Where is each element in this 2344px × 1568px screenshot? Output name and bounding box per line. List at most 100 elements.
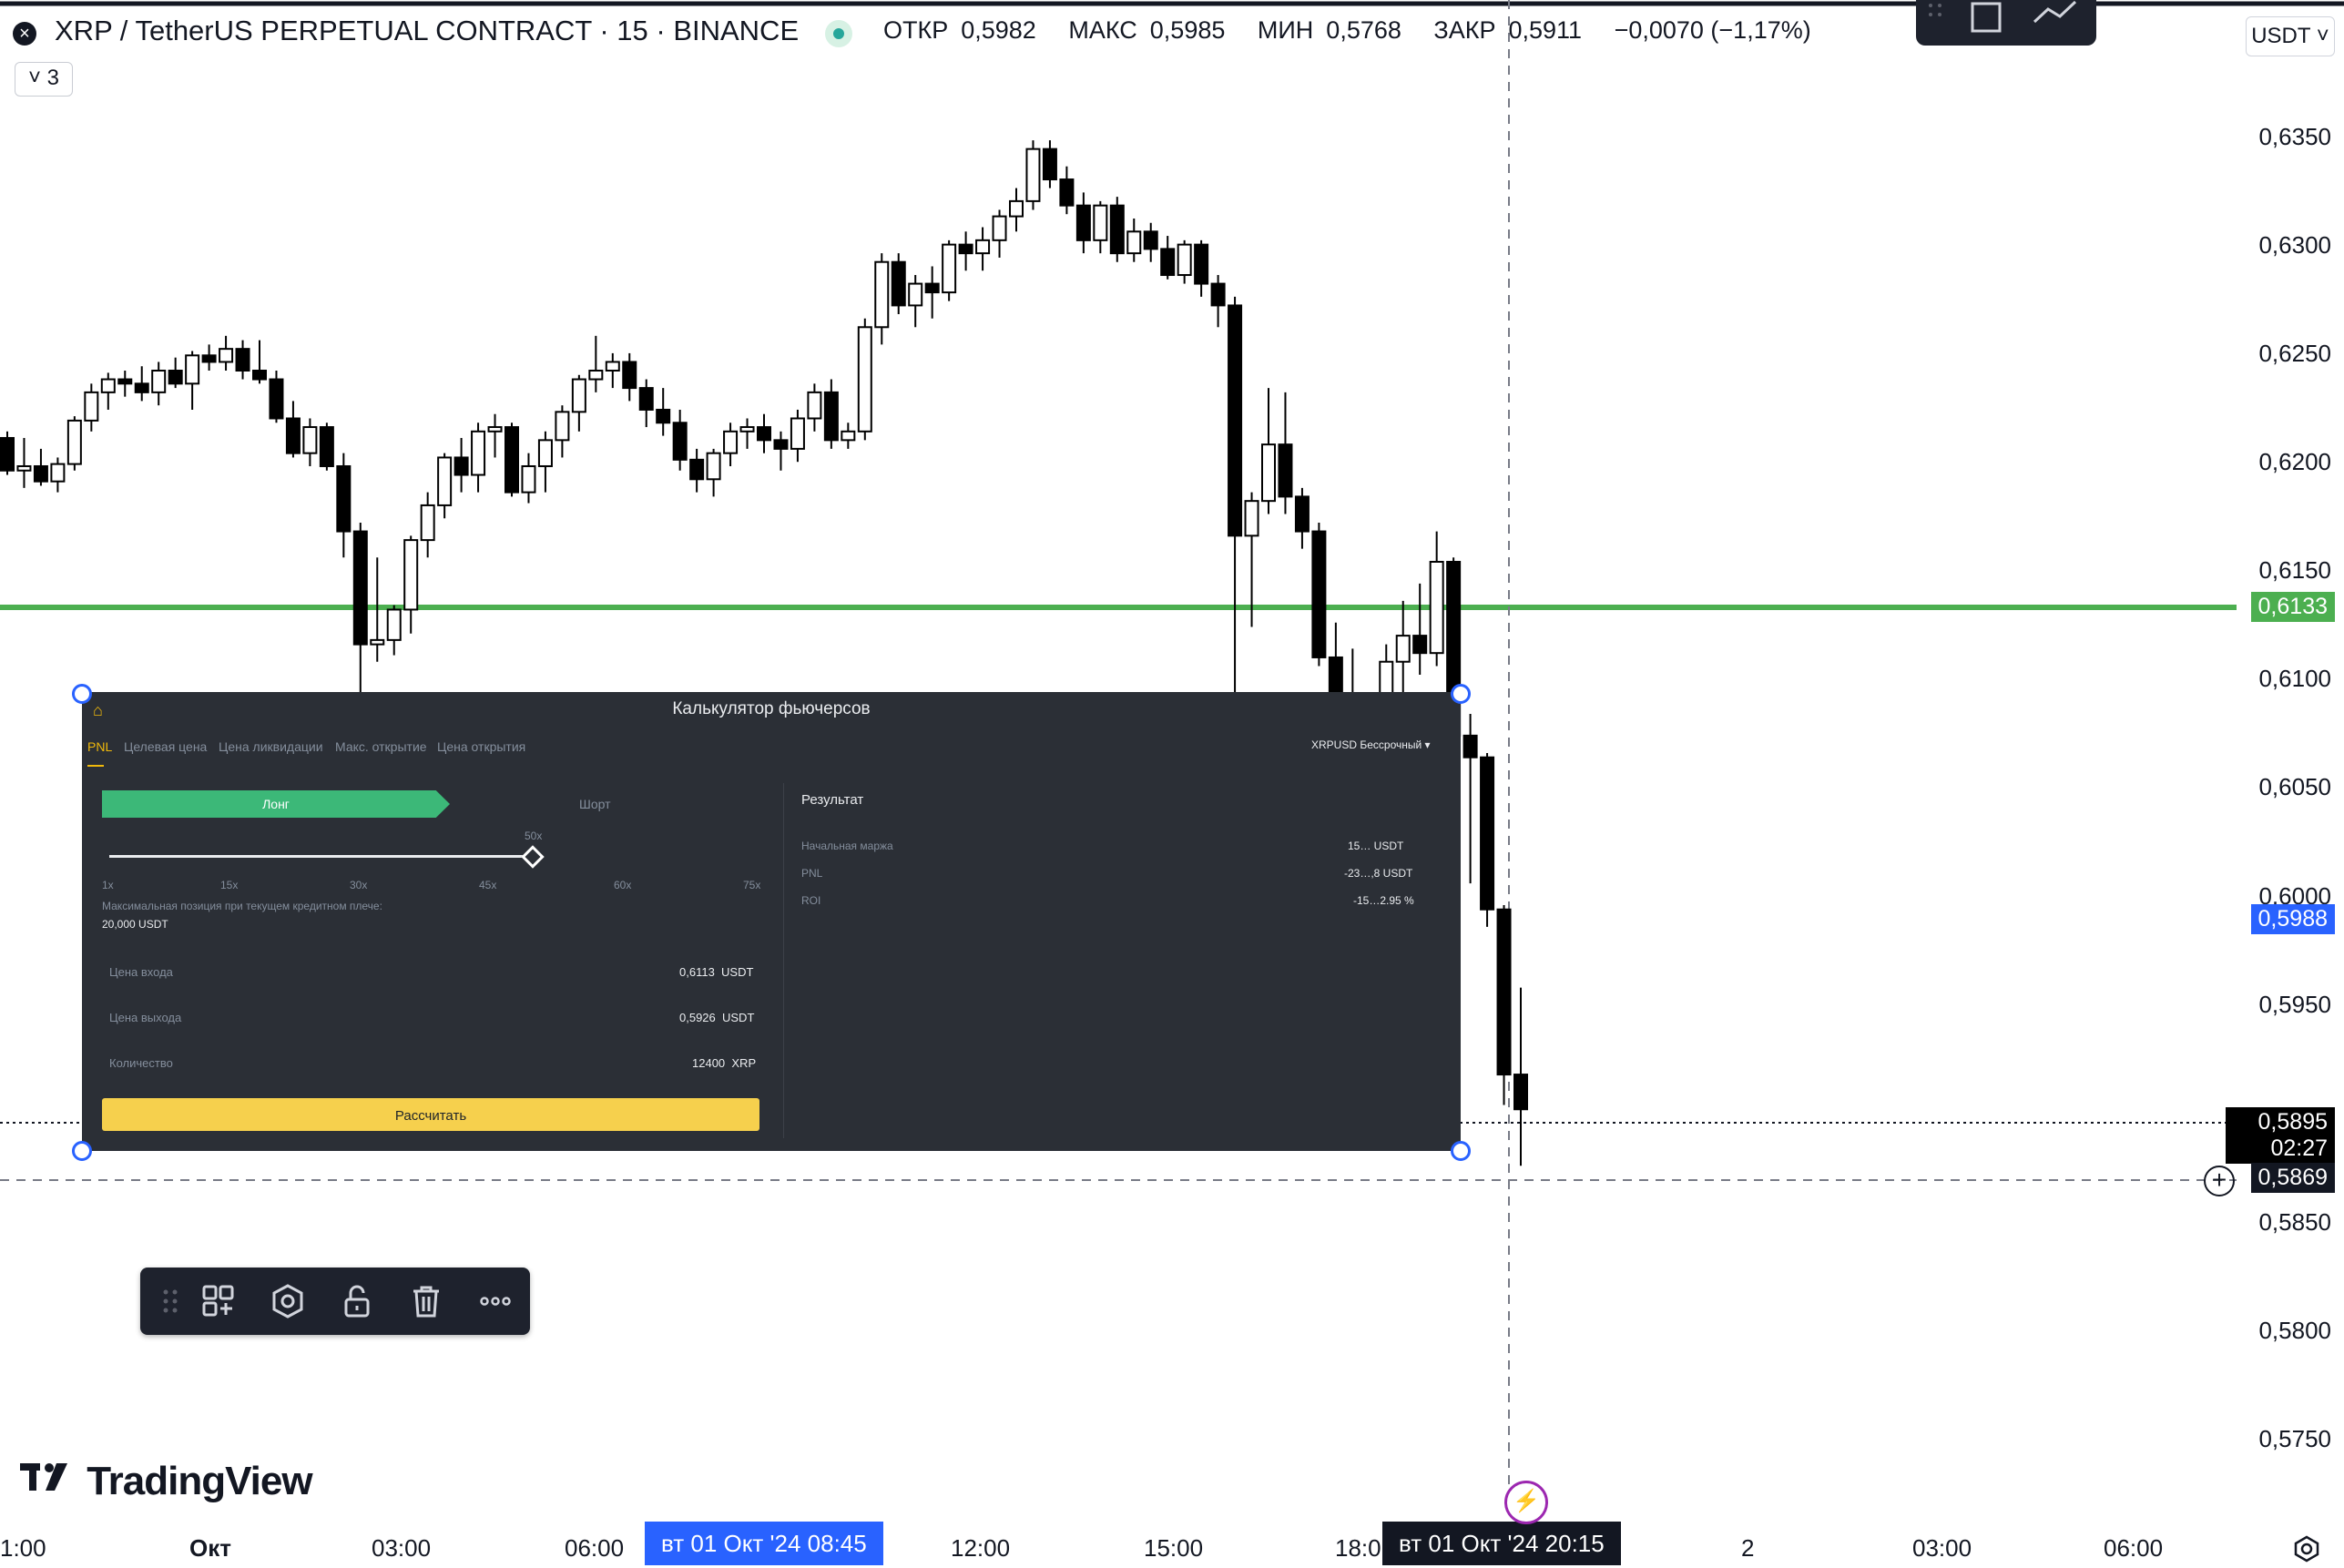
candle-body — [1311, 530, 1327, 658]
candle-body — [807, 391, 822, 420]
leverage-mark: 60x — [614, 879, 632, 891]
symbol-title[interactable]: XRP / TetherUS PERPETUAL CONTRACT · 15 ·… — [55, 15, 800, 46]
candle-body — [437, 456, 453, 506]
time-tick-label: 03:00 — [1912, 1534, 1972, 1562]
time-tick-label: Окт — [189, 1534, 231, 1562]
candle-body — [739, 426, 755, 433]
panel-divider — [783, 783, 784, 1138]
candle-body — [1294, 495, 1310, 533]
quantity-unit: XRP — [731, 1056, 757, 1070]
short-button[interactable]: Шорт — [579, 797, 611, 811]
candle-body — [185, 354, 200, 385]
candle-body — [117, 378, 133, 385]
candle-body — [1025, 148, 1041, 202]
initial-margin-label: Начальная маржа — [801, 840, 893, 852]
trash-icon[interactable] — [408, 1283, 444, 1319]
candle-body — [942, 243, 957, 294]
tab-target-price[interactable]: Целевая цена — [124, 739, 208, 754]
floating-drawing-toolbar[interactable] — [140, 1268, 530, 1335]
quantity-field[interactable]: 12400 XRP — [692, 1056, 756, 1070]
candle-body — [924, 282, 940, 294]
drawing-toolbar-top[interactable] — [1916, 0, 2096, 46]
candle-body — [537, 439, 553, 467]
unlock-icon[interactable] — [339, 1283, 375, 1319]
home-icon: ⌂ — [93, 701, 103, 719]
calculator-title: Калькулятор фьючерсов — [672, 699, 871, 718]
candle-body — [1177, 243, 1192, 277]
settings-hex-icon[interactable] — [270, 1283, 306, 1319]
resize-handle-bottom-right[interactable] — [1451, 1141, 1471, 1161]
quantity-value: 12400 — [692, 1056, 726, 1070]
contract-mode: Бессрочный — [1360, 738, 1422, 751]
tab-pnl[interactable]: PNL — [87, 739, 113, 754]
candle-body — [403, 539, 419, 611]
open-label: ОТКР — [883, 16, 949, 44]
candle-body — [605, 361, 620, 372]
futures-calculator-image[interactable]: ⌂ Калькулятор фьючерсов PNL Целевая цена… — [82, 692, 1461, 1151]
event-lightning-icon[interactable]: ⚡ — [1504, 1481, 1548, 1524]
candle-body — [487, 426, 503, 433]
symbol-select[interactable]: XRPUSD Бессрочный ▾ — [1311, 738, 1431, 751]
time-tick-label: 18:0 — [1335, 1534, 1381, 1562]
entry-price-value: 0,6113 — [679, 965, 715, 979]
add-alert-icon[interactable]: + — [2204, 1166, 2235, 1196]
candle-body — [1480, 756, 1495, 911]
last-price-tag: 0,5895 02:27 — [2226, 1107, 2335, 1164]
indicators-toggle[interactable]: ˅ 3 — [15, 62, 73, 97]
close-icon[interactable]: × — [13, 22, 36, 46]
candle-body — [336, 464, 352, 533]
long-button[interactable]: Лонг — [102, 790, 450, 818]
max-position-label: Максимальная позиция при текущем кредитн… — [102, 900, 382, 912]
add-widget-icon[interactable] — [200, 1283, 237, 1319]
tab-liquidation-price[interactable]: Цена ликвидации — [219, 739, 323, 754]
calculate-button[interactable]: Рассчитать — [102, 1098, 759, 1131]
high-label: МАКС — [1068, 16, 1137, 44]
candle-body — [773, 439, 789, 450]
leverage-mark: 30x — [350, 879, 368, 891]
exit-price-field[interactable]: 0,5926 USDT — [679, 1011, 754, 1024]
candle-body — [588, 370, 604, 381]
drag-handle-icon[interactable] — [153, 1283, 189, 1319]
candle-body — [908, 282, 923, 307]
tab-max-open[interactable]: Макс. открытие — [335, 739, 427, 754]
candle-body — [269, 378, 284, 420]
leverage-slider[interactable] — [109, 855, 537, 858]
resize-handle-bottom-left[interactable] — [72, 1141, 92, 1161]
tradingview-logo-icon — [20, 1459, 76, 1504]
candle-body — [352, 530, 368, 646]
resize-handle-top-left[interactable] — [72, 684, 92, 704]
chart-settings-icon[interactable] — [2293, 1535, 2320, 1563]
price-tick-label: 0,5950 — [2258, 991, 2331, 1018]
candle-body — [1075, 204, 1091, 241]
candle-body — [1059, 178, 1075, 207]
time-tick-label: 1:00 — [0, 1534, 46, 1562]
quantity-label: Количество — [109, 1056, 173, 1070]
candle-body — [454, 456, 469, 476]
candle-body — [302, 426, 318, 454]
tradingview-logo[interactable]: TradingView — [20, 1459, 313, 1504]
crosshair-price-tag: 0,5869 — [2250, 1163, 2335, 1193]
candle-body — [134, 382, 149, 393]
candle-body — [201, 354, 217, 363]
max-position-value: 20,000 USDT — [102, 918, 168, 931]
tab-open-price[interactable]: Цена открытия — [437, 739, 526, 754]
currency-select[interactable]: USDT ˅ — [2246, 16, 2335, 56]
last-price-value: 0,5895 — [2257, 1109, 2328, 1135]
entry-price-field[interactable]: 0,6113 USDT — [679, 965, 753, 979]
candle-body — [219, 348, 234, 363]
more-icon[interactable] — [477, 1283, 514, 1319]
candle-body — [100, 378, 116, 393]
candle-body — [1126, 230, 1142, 255]
candle-body — [386, 608, 402, 641]
open-value: 0,5982 — [961, 16, 1036, 44]
candle-body — [1261, 443, 1276, 503]
candle-body — [672, 422, 688, 461]
leverage-slider-thumb[interactable] — [521, 845, 545, 869]
pnl-label: PNL — [801, 867, 823, 880]
exit-price-value: 0,5926 — [679, 1011, 716, 1024]
time-tick-label: 03:00 — [372, 1534, 432, 1562]
leverage-value: 50x — [525, 830, 543, 842]
resize-handle-top-right[interactable] — [1451, 684, 1471, 704]
candle-body — [151, 370, 167, 393]
candle-body — [1042, 148, 1057, 181]
